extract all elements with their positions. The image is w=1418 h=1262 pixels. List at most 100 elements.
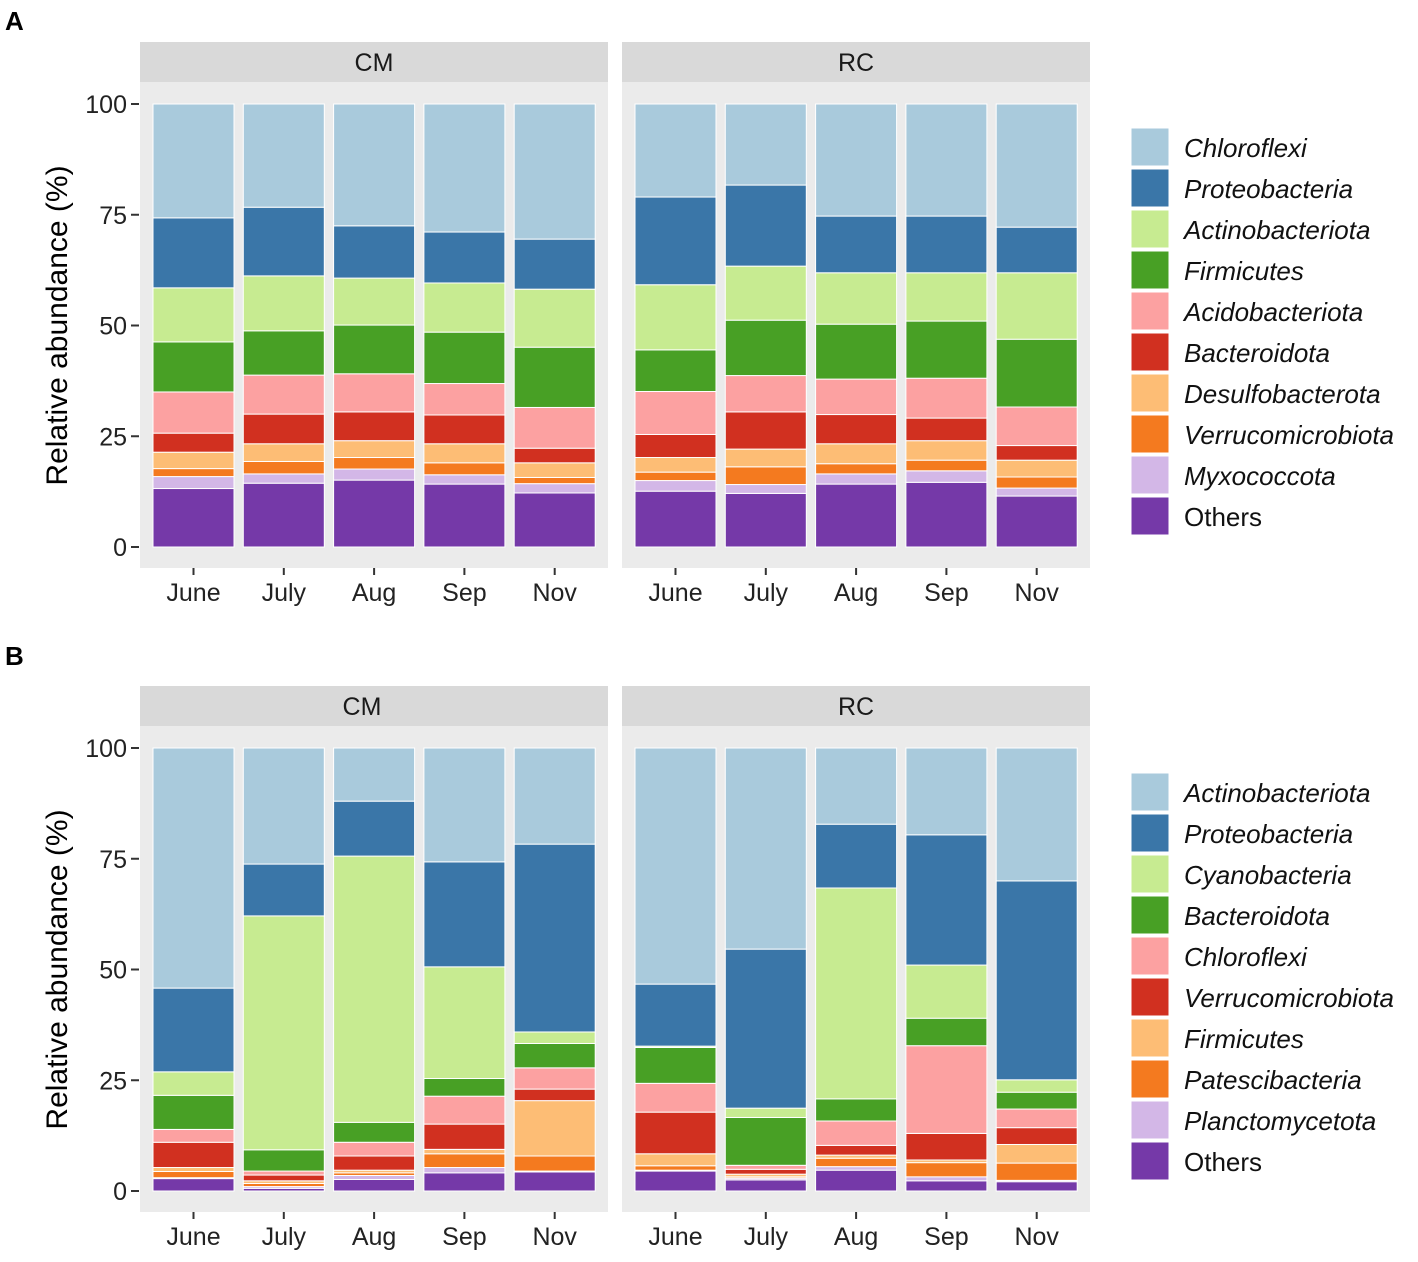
bar-segment-proteobacteria <box>333 225 416 279</box>
bar-segment-actinobacteriota <box>905 272 988 322</box>
bar-segment-bacteroidota <box>333 411 416 442</box>
legend-swatch <box>1130 1059 1170 1099</box>
bar-segment-verrucomicrobiota <box>333 457 416 470</box>
bar-segment-myxococcota <box>634 480 717 492</box>
bar-segment-chloroflexi <box>242 103 325 208</box>
bar-segment-cyanobacteria <box>905 964 988 1019</box>
legend-label: Verrucomicrobiota <box>1184 420 1394 450</box>
y-tick-label: 50 <box>99 313 127 341</box>
legend-swatch <box>1130 332 1170 372</box>
bar-segment-others <box>513 492 596 548</box>
bar-segment-actinobacteriota <box>152 287 235 343</box>
bar-segment-chloroflexi <box>724 103 807 186</box>
legend-label: Cyanobacteria <box>1184 860 1352 890</box>
facet-strip-cm <box>140 42 608 82</box>
bar-segment-desulfobacterota <box>513 462 596 478</box>
legend-label: Bacteroidota <box>1184 901 1330 931</box>
bar-segment-verrucomicrobiota <box>815 463 898 475</box>
legend-label: Proteobacteria <box>1184 819 1353 849</box>
facet-label: RC <box>838 693 874 721</box>
bar-segment-bacteroidota <box>995 1091 1078 1110</box>
bar-segment-verrucomicrobiota <box>995 476 1078 489</box>
bar-segment-verrucomicrobiota <box>513 1088 596 1102</box>
bar-segment-actinobacteriota <box>423 747 506 863</box>
y-axis-label: Relative abundance (%) <box>41 809 74 1129</box>
bar-segment-bacteroidota <box>995 445 1078 461</box>
bar-segment-verrucomicrobiota <box>333 1155 416 1171</box>
bar-segment-proteobacteria <box>242 206 325 277</box>
bar-segment-chloroflexi <box>724 1164 807 1170</box>
bar-segment-others <box>905 1180 988 1192</box>
bar-segment-firmicutes <box>333 324 416 375</box>
y-tick-label: 0 <box>113 534 127 562</box>
bar-segment-firmicutes <box>513 1100 596 1157</box>
bar-segment-others <box>513 1171 596 1192</box>
bar-segment-proteobacteria <box>423 861 506 968</box>
bar-segment-desulfobacterota <box>815 443 898 465</box>
legend-swatch <box>1130 168 1170 208</box>
bar-segment-myxococcota <box>333 468 416 481</box>
bar-segment-others <box>995 1181 1078 1192</box>
bar-segment-chloroflexi <box>152 103 235 219</box>
facet-strip-rc <box>622 686 1090 726</box>
legend-swatch <box>1130 127 1170 167</box>
legend-label: Desulfobacterota <box>1184 379 1381 409</box>
y-tick-label: 75 <box>99 846 127 874</box>
bar-segment-desulfobacterota <box>724 448 807 468</box>
facet-strip-rc <box>622 42 1090 82</box>
x-tick-label: Nov <box>1014 579 1059 607</box>
x-tick-label: Nov <box>532 1223 577 1251</box>
bar-segment-acidobacteriota <box>905 377 988 419</box>
bar-segment-desulfobacterota <box>634 457 717 473</box>
bar-segment-verrucomicrobiota <box>242 461 325 475</box>
bar-segment-proteobacteria <box>995 880 1078 1081</box>
bar-segment-proteobacteria <box>905 215 988 274</box>
bar-segment-chloroflexi <box>152 1128 235 1143</box>
bar-segment-cyanobacteria <box>333 855 416 1123</box>
bar-segment-actinobacteriota <box>333 747 416 802</box>
y-axis-label: Relative abundance (%) <box>41 165 74 485</box>
legend-swatch <box>1130 895 1170 935</box>
bar-segment-myxococcota <box>815 473 898 485</box>
y-tick-label: 100 <box>85 91 127 119</box>
bar-segment-cyanobacteria <box>152 1071 235 1096</box>
bar-segment-chloroflexi <box>513 103 596 240</box>
bar-segment-chloroflexi <box>815 1120 898 1146</box>
bar-segment-planctomycetota <box>905 1176 988 1182</box>
legend-label: Proteobacteria <box>1184 174 1353 204</box>
bar-segment-bacteroidota <box>905 1017 988 1047</box>
bar-segment-others <box>634 1170 717 1192</box>
legend-label: Planctomycetota <box>1184 1106 1376 1136</box>
bar-segment-actinobacteriota <box>242 275 325 332</box>
legend-label: Verrucomicrobiota <box>1184 983 1394 1013</box>
bar-segment-chloroflexi <box>242 1170 325 1176</box>
bar-segment-cyanobacteria <box>513 1031 596 1044</box>
bar-segment-actinobacteriota <box>815 272 898 325</box>
bar-segment-proteobacteria <box>995 226 1078 274</box>
bar-segment-firmicutes <box>905 320 988 379</box>
bar-segment-proteobacteria <box>724 184 807 267</box>
y-tick-label: 75 <box>99 202 127 230</box>
bar-segment-others <box>995 495 1078 548</box>
bar-segment-verrucomicrobiota <box>815 1144 898 1156</box>
x-tick-label: July <box>262 1223 307 1251</box>
bar-segment-desulfobacterota <box>423 443 506 464</box>
bar-segment-myxococcota <box>905 470 988 483</box>
facet-label: CM <box>355 49 394 77</box>
y-tick-label: 25 <box>99 423 127 451</box>
legend-swatch <box>1130 414 1170 454</box>
bar-segment-bacteroidota <box>242 413 325 445</box>
bar-segment-actinobacteriota <box>995 747 1078 882</box>
y-tick-label: 100 <box>85 735 127 763</box>
bar-segment-cyanobacteria <box>724 1107 807 1118</box>
x-tick-label: Nov <box>532 579 577 607</box>
x-tick-label: Sep <box>924 1223 968 1251</box>
bar-segment-cyanobacteria <box>995 1079 1078 1093</box>
bar-segment-firmicutes <box>513 346 596 408</box>
bar-segment-proteobacteria <box>423 231 506 284</box>
bar-segment-actinobacteriota <box>333 277 416 326</box>
bar-segment-bacteroidota <box>905 417 988 442</box>
x-tick-label: July <box>744 1223 789 1251</box>
bar-segment-desulfobacterota <box>995 459 1078 478</box>
bar-segment-others <box>724 492 807 548</box>
